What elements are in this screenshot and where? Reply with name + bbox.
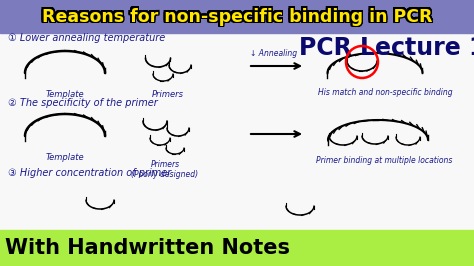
Text: Reasons for non-specific binding in PCR: Reasons for non-specific binding in PCR (40, 9, 431, 27)
Text: Reasons for non-specific binding in PCR: Reasons for non-specific binding in PCR (42, 9, 432, 27)
Text: Reasons for non-specific binding in PCR: Reasons for non-specific binding in PCR (40, 6, 431, 24)
Text: Reasons for non-specific binding in PCR: Reasons for non-specific binding in PCR (43, 9, 433, 27)
Text: Reasons for non-specific binding in PCR: Reasons for non-specific binding in PCR (41, 7, 431, 26)
Text: Reasons for non-specific binding in PCR: Reasons for non-specific binding in PCR (41, 6, 431, 24)
Text: Reasons for non-specific binding in PCR: Reasons for non-specific binding in PCR (43, 7, 433, 26)
Text: Reasons for non-specific binding in PCR: Reasons for non-specific binding in PCR (42, 7, 432, 26)
Text: Primers: Primers (152, 90, 184, 99)
Text: Reasons for non-specific binding in PCR: Reasons for non-specific binding in PCR (42, 9, 432, 27)
Text: Reasons for non-specific binding in PCR: Reasons for non-specific binding in PCR (43, 6, 433, 24)
Text: His match and non-specific binding: His match and non-specific binding (318, 88, 453, 97)
Text: ① Lower annealing temperature: ① Lower annealing temperature (8, 33, 165, 43)
Text: ② The specificity of the primer: ② The specificity of the primer (8, 98, 158, 108)
Bar (0, 0, 474, 33)
Text: Reasons for non-specific binding in PCR: Reasons for non-specific binding in PCR (43, 9, 433, 27)
Text: Reasons for non-specific binding in PCR: Reasons for non-specific binding in PCR (41, 6, 431, 24)
Text: Reasons for non-specific binding in PCR: Reasons for non-specific binding in PCR (40, 7, 431, 26)
Text: With Handwritten Notes: With Handwritten Notes (5, 238, 290, 258)
Text: Primers
(Poorly designed): Primers (Poorly designed) (131, 160, 199, 179)
Text: Reasons for non-specific binding in PCR: Reasons for non-specific binding in PCR (42, 6, 432, 24)
Text: Reasons for non-specific binding in PCR: Reasons for non-specific binding in PCR (43, 7, 434, 26)
Text: Reasons for non-specific binding in PCR: Reasons for non-specific binding in PCR (43, 6, 434, 24)
Text: Reasons for non-specific binding in PCR: Reasons for non-specific binding in PCR (43, 9, 434, 27)
Text: ↓ Annealing: ↓ Annealing (250, 48, 297, 57)
Text: Reasons for non-specific binding in PCR: Reasons for non-specific binding in PCR (43, 6, 434, 24)
Text: Primer binding at multiple locations: Primer binding at multiple locations (316, 156, 452, 165)
Text: PCR Lecture 10: PCR Lecture 10 (299, 36, 474, 60)
Text: Template: Template (46, 90, 84, 99)
Text: Reasons for non-specific binding in PCR: Reasons for non-specific binding in PCR (40, 6, 431, 24)
Text: Template: Template (46, 153, 84, 162)
Text: Reasons for non-specific binding in PCR: Reasons for non-specific binding in PCR (41, 9, 431, 27)
Text: Reasons for non-specific binding in PCR: Reasons for non-specific binding in PCR (42, 6, 432, 24)
Text: Reasons for non-specific binding in PCR: Reasons for non-specific binding in PCR (41, 9, 431, 27)
Text: ③ Higher concentration of primer: ③ Higher concentration of primer (8, 168, 171, 178)
Text: Reasons for non-specific binding in PCR: Reasons for non-specific binding in PCR (43, 6, 433, 24)
Text: Reasons for non-specific binding in PCR: Reasons for non-specific binding in PCR (40, 9, 431, 27)
Text: Reasons for non-specific binding in PCR: Reasons for non-specific binding in PCR (43, 9, 434, 27)
Bar (0, 230, 474, 266)
